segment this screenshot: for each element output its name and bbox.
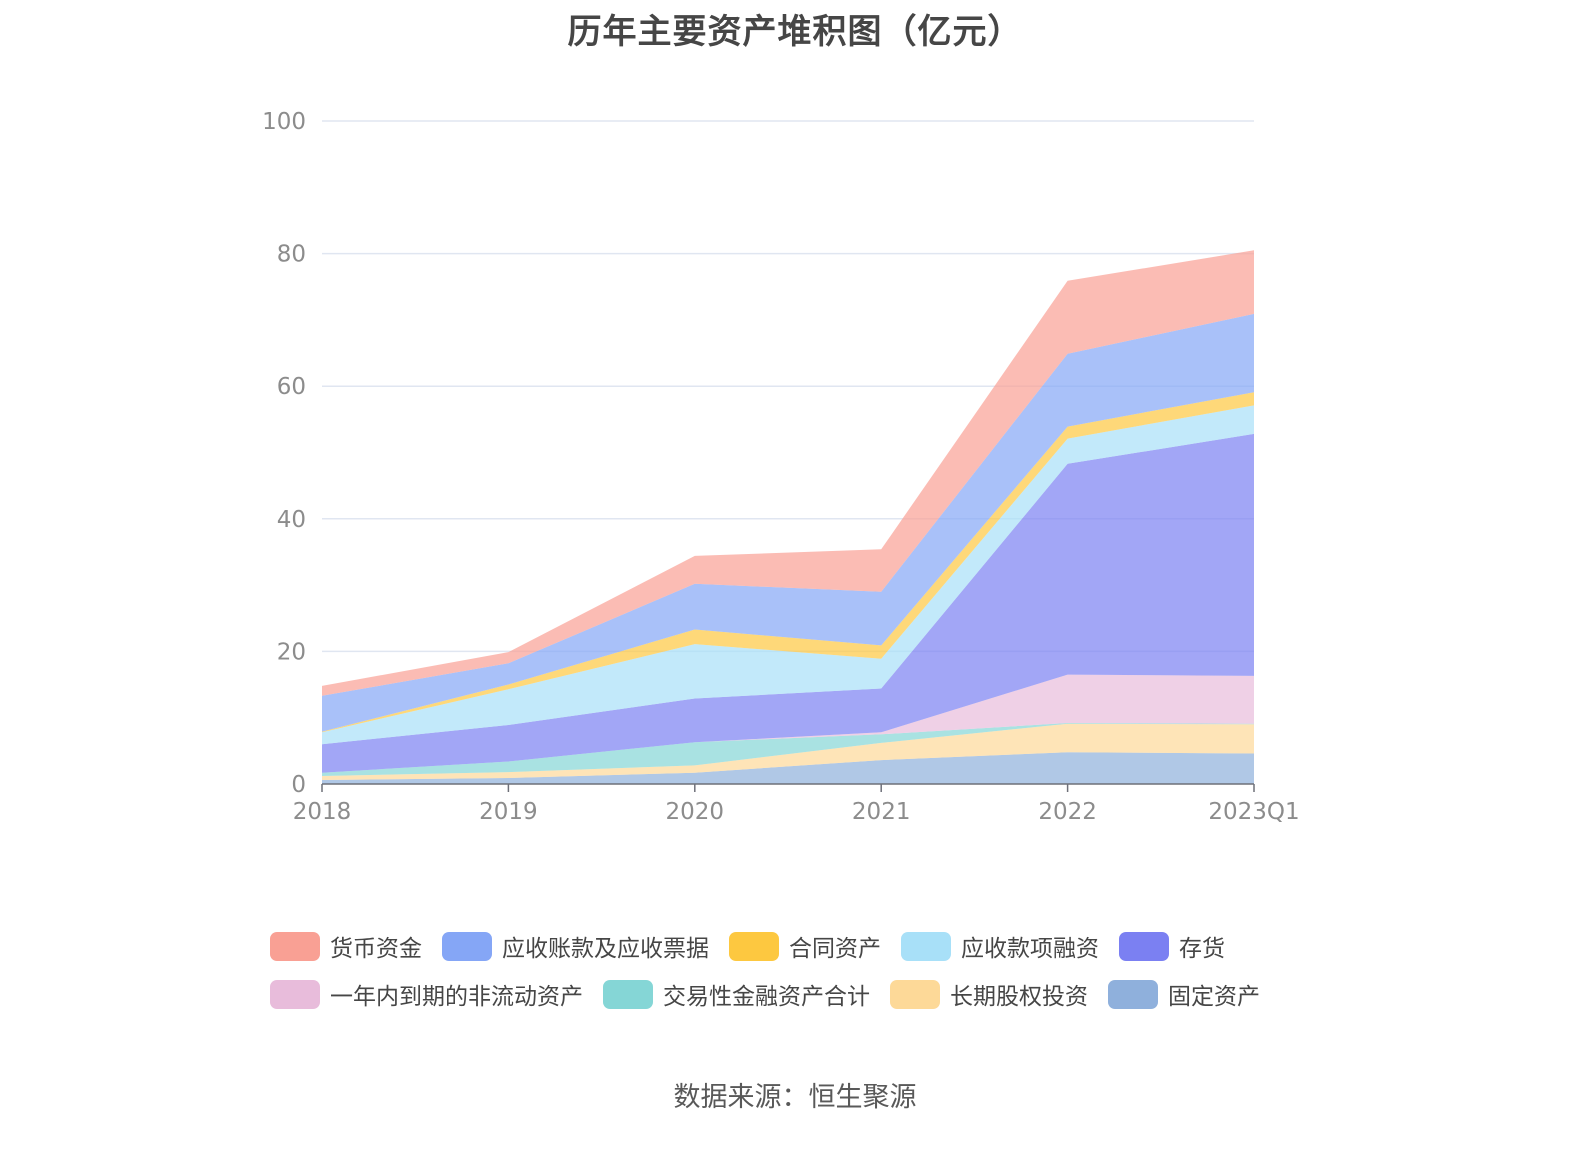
legend-label: 存货 (1179, 936, 1225, 962)
x-tick-label: 2018 (293, 799, 352, 825)
x-tick-label: 2019 (479, 799, 538, 825)
legend-label: 应收款项融资 (961, 936, 1099, 962)
area-series-长期股权投资 (322, 723, 1254, 780)
legend-swatch (270, 931, 320, 961)
legend-item[interactable]: 存货 (1119, 930, 1225, 962)
data-source-note: 数据来源：恒生聚源 (673, 1082, 917, 1113)
axes: 0 20 40 60 80 100 2018 2019 2020 2021 2022 2023Q1 (262, 109, 1300, 825)
legend-item[interactable]: 一年内到期的非流动资产 (270, 978, 583, 1010)
legend-label: 货币资金 (330, 936, 422, 962)
area-series-交易性金融资产合计 (322, 723, 1254, 776)
legend-item[interactable]: 应收款项融资 (901, 930, 1099, 962)
area-series-存货 (322, 433, 1254, 773)
legend-label: 长期股权投资 (950, 984, 1088, 1010)
y-tick-label: 40 (277, 507, 306, 533)
legend-item[interactable]: 合同资产 (729, 930, 881, 962)
area-series-应收款项融资 (322, 405, 1254, 745)
stacked-area-chart: 0 20 40 60 80 100 2018 2019 2020 2021 2022 2023Q1 (262, 109, 1300, 825)
y-tick-label: 0 (291, 772, 306, 798)
legend-swatch (729, 931, 779, 961)
x-tick-label: 2021 (852, 799, 911, 825)
legend-item[interactable]: 固定资产 (1108, 978, 1260, 1010)
legend-label: 一年内到期的非流动资产 (330, 984, 583, 1010)
x-tick-label: 2020 (666, 799, 725, 825)
area-series-一年内到期的非流动资产 (322, 674, 1254, 773)
y-tick-label: 20 (277, 639, 306, 665)
legend-label: 应收账款及应收票据 (502, 936, 709, 962)
legend: 货币资金 应收账款及应收票据 合同资产 应收款项融资 存货一年内到期的非流动资产 交易性金… (270, 930, 1320, 1010)
x-tick-label: 2023Q1 (1208, 799, 1299, 825)
legend-swatch (890, 979, 940, 1009)
area-series-货币资金 (322, 250, 1254, 696)
y-tick-label: 100 (262, 109, 306, 135)
legend-label: 固定资产 (1168, 984, 1260, 1010)
legend-swatch (1119, 931, 1169, 961)
legend-swatch (1108, 979, 1158, 1009)
chart-title: 历年主要资产堆积图（亿元） (567, 12, 1023, 52)
area-series (322, 250, 1254, 784)
legend-item[interactable]: 长期股权投资 (890, 978, 1088, 1010)
legend-label: 合同资产 (789, 936, 881, 962)
legend-item[interactable]: 货币资金 (270, 930, 422, 962)
legend-swatch (270, 979, 320, 1009)
legend-label: 交易性金融资产合计 (663, 984, 870, 1010)
y-tick-label: 60 (277, 374, 306, 400)
area-series-固定资产 (322, 752, 1254, 784)
legend-swatch (442, 931, 492, 961)
area-series-应收账款及应收票据 (322, 313, 1254, 732)
x-tick-label: 2022 (1038, 799, 1097, 825)
legend-swatch (603, 979, 653, 1009)
legend-item[interactable]: 交易性金融资产合计 (603, 978, 870, 1010)
legend-swatch (901, 931, 951, 961)
y-tick-label: 80 (277, 242, 306, 268)
legend-item[interactable]: 应收账款及应收票据 (442, 930, 709, 962)
